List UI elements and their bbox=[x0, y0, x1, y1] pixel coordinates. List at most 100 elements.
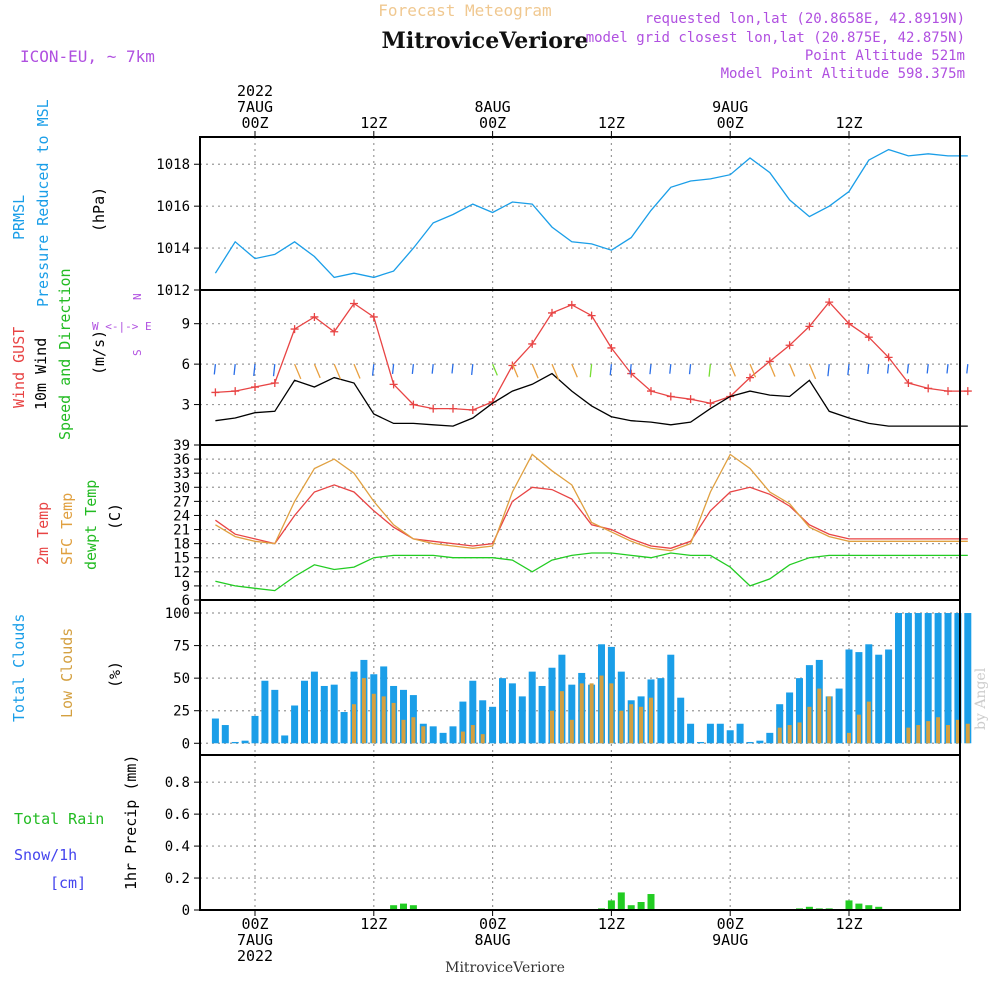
precip-tick-label: 0.4 bbox=[165, 839, 190, 855]
watermark: by Angel bbox=[973, 667, 989, 730]
wind-unit: (m/s) bbox=[90, 330, 108, 375]
total-cloud-bar bbox=[538, 685, 546, 744]
rain-bar bbox=[409, 905, 417, 910]
total-cloud-bar bbox=[320, 685, 328, 744]
wind-arrow bbox=[827, 364, 830, 377]
low-cloud-bar bbox=[946, 725, 950, 744]
gust-marker bbox=[587, 311, 596, 320]
gust-marker bbox=[251, 383, 259, 392]
rain-bar bbox=[855, 903, 863, 910]
time-label-bottom: 7AUG bbox=[237, 931, 273, 949]
low-cloud-bar bbox=[797, 722, 802, 744]
temp-dew-label: dewpt Temp bbox=[82, 480, 100, 570]
gust-marker bbox=[785, 341, 794, 350]
gust-marker bbox=[270, 379, 279, 387]
pressure-unit: (hPa) bbox=[90, 187, 108, 232]
temp-2m-line bbox=[215, 484, 968, 549]
wind-arrow bbox=[966, 364, 969, 374]
total-cloud-bar bbox=[281, 735, 289, 744]
low-cloud-bar bbox=[421, 726, 426, 744]
gust-marker bbox=[567, 300, 576, 309]
total-cloud-bar bbox=[657, 678, 665, 744]
gust-marker bbox=[409, 400, 418, 409]
time-label-top: 7AUG bbox=[237, 98, 273, 116]
footer-station: MitroviceVeriore bbox=[445, 960, 565, 976]
temp-tick-label: 24 bbox=[173, 508, 190, 524]
top-title: Forecast Meteogram bbox=[378, 1, 551, 20]
time-label-top: 00Z bbox=[241, 114, 268, 132]
wind-arrow bbox=[926, 364, 929, 374]
gust-marker bbox=[686, 395, 695, 404]
wind-arrow bbox=[669, 364, 672, 374]
low-clouds-label: Low Clouds bbox=[58, 628, 76, 718]
low-cloud-bar bbox=[411, 717, 416, 744]
low-cloud-bar bbox=[936, 717, 941, 744]
low-cloud-bar bbox=[381, 696, 386, 744]
temp-tick-label: 18 bbox=[173, 537, 190, 553]
total-cloud-bar bbox=[914, 613, 922, 744]
clouds-tick-label: 25 bbox=[173, 704, 190, 720]
temp-tick-label: 6 bbox=[182, 593, 190, 609]
compass-we: W <-|-> E bbox=[92, 320, 152, 333]
total-cloud-bar bbox=[776, 704, 784, 744]
rain-bar bbox=[805, 906, 813, 910]
total-clouds-label: Total Clouds bbox=[10, 614, 28, 722]
total-cloud-bar bbox=[231, 741, 239, 744]
gust-marker bbox=[528, 339, 537, 348]
time-label-bottom: 2022 bbox=[237, 947, 273, 965]
gust-marker bbox=[884, 353, 893, 362]
cm-label: [cm] bbox=[50, 874, 86, 892]
low-cloud-bar bbox=[847, 732, 851, 744]
panel-frame bbox=[199, 136, 961, 291]
low-cloud-bar bbox=[361, 678, 366, 744]
snow-label: Snow/1h bbox=[14, 846, 77, 864]
total-cloud-bar bbox=[469, 680, 477, 744]
time-label-top: 12Z bbox=[835, 114, 862, 132]
total-cloud-bar bbox=[954, 613, 962, 744]
low-cloud-bar bbox=[827, 696, 832, 744]
wind-arrow bbox=[551, 363, 560, 381]
total-cloud-bar bbox=[251, 715, 259, 744]
rain-bar bbox=[647, 894, 655, 910]
low-cloud-bar bbox=[787, 725, 792, 744]
gust-marker bbox=[746, 373, 754, 382]
total-cloud-bar bbox=[855, 652, 863, 744]
gust-marker bbox=[924, 384, 933, 393]
total-cloud-bar bbox=[400, 689, 407, 744]
wind-dir-label: Speed and Direction bbox=[56, 268, 74, 440]
wind-arrow bbox=[511, 363, 519, 378]
pressure-tick-label: 1016 bbox=[156, 199, 190, 215]
gust-marker bbox=[647, 387, 655, 396]
gust-marker bbox=[211, 388, 220, 397]
gust-marker bbox=[666, 392, 675, 401]
total-cloud-bar bbox=[716, 723, 724, 744]
wind-arrow bbox=[272, 364, 276, 377]
total-cloud-bar bbox=[330, 684, 338, 744]
gust-marker bbox=[864, 333, 873, 342]
low-cloud-bar bbox=[639, 706, 644, 744]
temp-tick-label: 12 bbox=[173, 565, 190, 581]
low-cloud-bar bbox=[609, 683, 614, 744]
low-cloud-bar bbox=[619, 710, 624, 744]
temp-tick-label: 21 bbox=[173, 523, 190, 539]
total-cloud-bar bbox=[805, 665, 813, 744]
gust-marker bbox=[330, 327, 339, 336]
rain-bar bbox=[607, 900, 615, 910]
station-title: MitroviceVeriore bbox=[382, 28, 589, 54]
temp-tick-label: 9 bbox=[182, 579, 190, 595]
requested-coords: requested lon,lat (20.8658E, 42.8919N) bbox=[645, 11, 965, 27]
compass-s: S bbox=[131, 349, 144, 356]
model-label: ICON-EU, ~ 7km bbox=[20, 47, 155, 66]
total-cloud-bar bbox=[518, 696, 526, 744]
low-cloud-bar bbox=[460, 731, 465, 744]
prmsl-label: PRMSL bbox=[10, 195, 28, 240]
temp-sfc-label: SFC Temp bbox=[58, 493, 76, 565]
total-cloud-bar bbox=[271, 689, 279, 744]
time-label-top: 12Z bbox=[598, 114, 625, 132]
temp-tick-label: 36 bbox=[173, 452, 190, 468]
wind-tick-label: 3 bbox=[182, 398, 190, 414]
rain-bar bbox=[875, 906, 883, 910]
wind-arrow bbox=[589, 364, 593, 378]
gust-marker bbox=[231, 387, 240, 396]
